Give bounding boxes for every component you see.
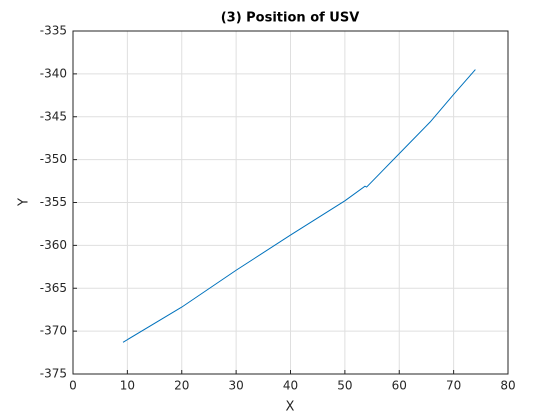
x-tick-label: 20 xyxy=(174,379,189,393)
x-tick-label: 60 xyxy=(392,379,407,393)
x-tick-label: 10 xyxy=(120,379,135,393)
data-line xyxy=(122,69,476,343)
y-axis-label: Y xyxy=(17,198,32,207)
y-tick-label: -340 xyxy=(40,66,67,80)
x-tick-label: 50 xyxy=(337,379,352,393)
y-tick-label: -350 xyxy=(40,152,67,166)
y-tick-label: -335 xyxy=(40,24,67,38)
x-tick-label: 40 xyxy=(283,379,298,393)
y-tick-label: -360 xyxy=(40,238,67,252)
x-axis-label: X xyxy=(286,400,295,415)
x-tick-label: 30 xyxy=(228,379,243,393)
x-tick-label: 0 xyxy=(69,379,77,393)
x-tick-label: 70 xyxy=(446,379,461,393)
axes-box xyxy=(72,30,509,375)
chart-title: (3) Position of USV xyxy=(221,11,360,26)
x-tick-label: 80 xyxy=(500,379,515,393)
y-tick-label: -365 xyxy=(40,281,67,295)
y-tick-label: -375 xyxy=(40,367,67,381)
y-tick-label: -345 xyxy=(40,109,67,123)
y-tick-label: -355 xyxy=(40,195,67,209)
y-tick-label: -370 xyxy=(40,324,67,338)
